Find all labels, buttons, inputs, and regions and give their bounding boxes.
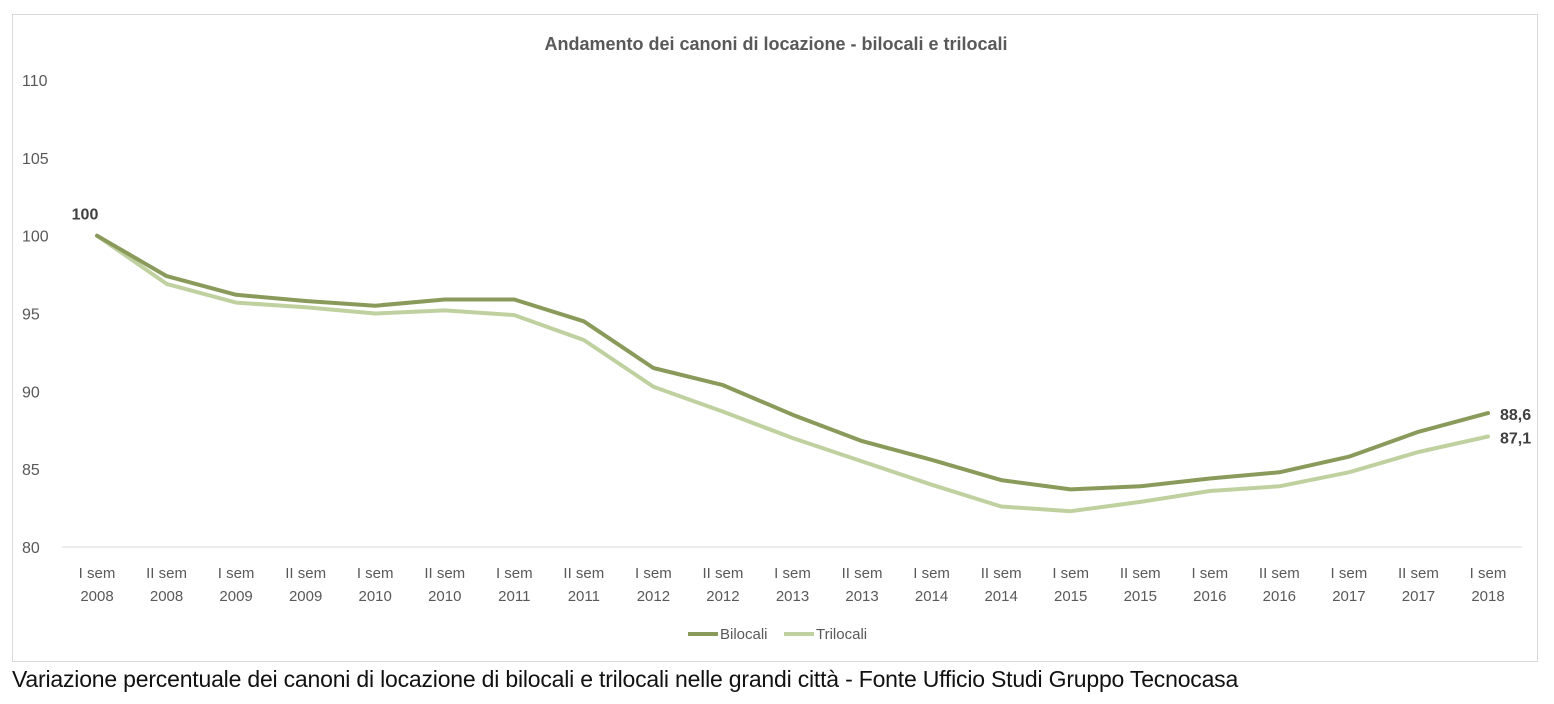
x-tick-label-6: I sem 2011	[496, 565, 533, 605]
data-label-trilocali-20: 87,1	[1500, 430, 1531, 447]
y-tick-label-1: 85	[22, 462, 40, 479]
x-tick-label-2: I sem 2009	[218, 565, 255, 605]
series-line-trilocali	[95, 233, 1490, 514]
x-tick-label-16: I sem 2016	[1191, 565, 1228, 605]
x-tick-label-7: II sem 2011	[563, 565, 604, 605]
x-tick-label-18: I sem 2017	[1331, 565, 1368, 605]
y-tick-label-6: 110	[22, 73, 48, 90]
y-tick-label-2: 90	[22, 384, 40, 401]
legend: Bilocali Trilocali	[688, 626, 867, 643]
x-tick-label-13: II sem 2014	[981, 565, 1022, 605]
x-tick-label-10: I sem 2013	[774, 565, 811, 605]
x-tick-label-9: II sem 2012	[703, 565, 744, 605]
x-tick-label-20: I sem 2018	[1470, 565, 1507, 605]
series-lines	[95, 233, 1490, 514]
x-tick-label-12: I sem 2014	[913, 565, 950, 605]
x-tick-label-1: II sem 2008	[146, 565, 187, 605]
x-tick-label-11: II sem 2013	[842, 565, 883, 605]
y-axis: 80 85 90 95 100 105 110	[22, 73, 49, 557]
y-tick-label-5: 105	[22, 151, 49, 168]
x-tick-label-0: I sem 2008	[79, 565, 116, 605]
chart-title: Andamento dei canoni di locazione - bilo…	[544, 34, 1007, 54]
data-labels: 100 88,6 87,1	[72, 207, 1532, 448]
x-tick-label-8: I sem 2012	[635, 565, 672, 605]
x-tick-label-4: I sem 2010	[357, 565, 394, 605]
x-tick-label-19: II sem 2017	[1398, 565, 1439, 605]
y-tick-label-4: 100	[22, 229, 49, 246]
x-tick-label-17: II sem 2016	[1259, 565, 1300, 605]
legend-label-bilocali: Bilocali	[720, 626, 768, 643]
data-label-bilocali-0: 100	[72, 207, 99, 224]
data-label-bilocali-20: 88,6	[1500, 407, 1531, 424]
x-tick-label-15: II sem 2015	[1120, 565, 1161, 605]
y-tick-label-0: 80	[22, 540, 40, 557]
x-tick-label-5: II sem 2010	[424, 565, 465, 605]
y-tick-label-3: 95	[22, 307, 40, 324]
x-tick-label-14: I sem 2015	[1052, 565, 1089, 605]
legend-label-trilocali: Trilocali	[816, 626, 867, 643]
series-line-bilocali	[95, 233, 1490, 492]
figure-caption: Variazione percentuale dei canoni di loc…	[12, 666, 1239, 692]
x-tick-label-3: II sem 2009	[285, 565, 326, 605]
chart-frame	[12, 14, 1538, 662]
x-axis: I sem 2008 II sem 2008 I sem 2009 II sem 2009 I …	[62, 546, 1522, 605]
